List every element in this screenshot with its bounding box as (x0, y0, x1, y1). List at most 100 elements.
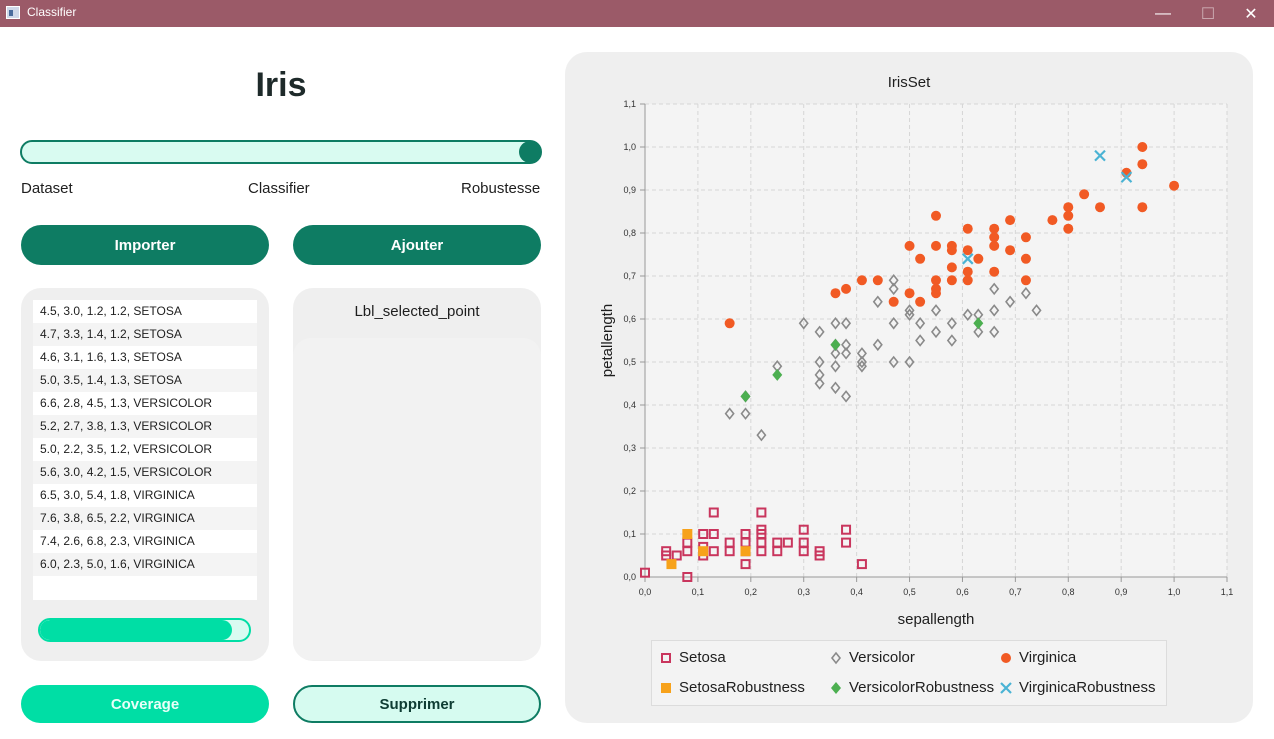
point-virginica[interactable] (841, 283, 852, 294)
list-item[interactable]: 4.6, 3.1, 1.6, 1.3, SETOSA (40, 350, 182, 364)
point-versicolorrobustness[interactable] (740, 390, 751, 403)
point-versicolor[interactable] (830, 381, 841, 395)
point-virginica[interactable] (724, 318, 735, 329)
legend-item-virginica[interactable]: Virginica (999, 649, 1076, 666)
point-virginica[interactable] (1095, 202, 1106, 213)
list-item[interactable]: 6.6, 2.8, 4.5, 1.3, VERSICOLOR (40, 396, 213, 410)
point-versicolor[interactable] (888, 355, 899, 369)
point-versicolor[interactable] (856, 347, 867, 360)
point-virginica[interactable] (1020, 275, 1031, 286)
add-button[interactable]: Ajouter (293, 225, 541, 265)
point-virginica[interactable] (989, 266, 1000, 277)
point-virginica[interactable] (946, 262, 957, 273)
import-button[interactable]: Importer (21, 225, 269, 265)
point-virginica[interactable] (1020, 253, 1031, 264)
point-virginica[interactable] (915, 296, 926, 307)
close-icon[interactable]: ✕ (1244, 5, 1258, 23)
point-virginica[interactable] (1005, 215, 1016, 226)
legend-marker[interactable] (1001, 652, 1011, 663)
point-versicolor[interactable] (946, 317, 957, 330)
point-virginica[interactable] (904, 240, 915, 251)
list-item[interactable]: 5.2, 2.7, 3.8, 1.3, VERSICOLOR (33, 415, 257, 438)
legend-item-versicolor[interactable]: Versicolor (829, 649, 915, 666)
legend-item-virginicarobustness[interactable]: VirginicaRobustness (999, 679, 1155, 696)
point-setosa[interactable] (772, 546, 783, 557)
point-versicolor[interactable] (841, 347, 852, 360)
point-setosa[interactable] (756, 546, 767, 557)
point-virginica[interactable] (1047, 215, 1058, 226)
point-versicolor[interactable] (915, 334, 926, 347)
point-versicolor[interactable] (989, 304, 1000, 317)
scatter-chart[interactable]: 0,0 0,1 0,2 0,3 0,4 0,5 0,6 0,7 0,8 0,9 1,0 1,1 0,0 0… (565, 52, 1253, 642)
point-versicolor[interactable] (989, 325, 1000, 339)
list-item[interactable]: 5.0, 3.5, 1.4, 1.3, SETOSA (33, 369, 257, 392)
point-versicolor[interactable] (930, 304, 942, 317)
delete-button[interactable]: Supprimer (293, 685, 541, 723)
legend-item-setosa[interactable]: Setosa (659, 649, 726, 666)
point-virginica[interactable] (1063, 210, 1074, 221)
point-virginica[interactable] (1079, 189, 1090, 200)
point-setosa[interactable] (724, 546, 735, 557)
point-versicolor[interactable] (888, 282, 899, 296)
coverage-button[interactable]: Coverage (21, 685, 269, 723)
point-setosa[interactable] (708, 529, 719, 539)
point-versicolor[interactable] (888, 274, 899, 287)
data-list[interactable]: 4.5, 3.0, 1.2, 1.2, SETOSA 4.7, 3.3, 1.4,… (33, 300, 257, 600)
legend-marker[interactable] (831, 681, 841, 694)
point-setosa[interactable] (756, 507, 767, 518)
point-setosa[interactable] (708, 546, 719, 557)
point-versicolor[interactable] (756, 428, 767, 442)
point-setosa[interactable] (841, 524, 852, 535)
list-item[interactable]: 7.4, 2.6, 6.8, 2.3, VIRGINICA (40, 534, 195, 548)
point-setosa[interactable] (661, 550, 672, 561)
point-virginica[interactable] (1137, 202, 1148, 213)
point-virginica[interactable] (962, 266, 973, 277)
point-setosa[interactable] (682, 572, 693, 582)
point-setosa[interactable] (798, 546, 809, 557)
point-versicolor[interactable] (740, 407, 751, 420)
point-versicolor[interactable] (841, 317, 852, 330)
point-versicolor[interactable] (1005, 295, 1016, 309)
point-virginica[interactable] (1063, 202, 1074, 213)
legend-marker[interactable] (661, 682, 671, 693)
point-virginica[interactable] (1020, 232, 1031, 243)
point-versicolor[interactable] (962, 308, 973, 321)
point-virginica[interactable] (946, 245, 957, 256)
list-item[interactable]: 5.0, 2.2, 3.5, 1.2, VERSICOLOR (40, 442, 213, 456)
list-item[interactable]: 6.5, 3.0, 5.4, 1.8, VIRGINICA (40, 488, 195, 502)
legend-marker[interactable] (1000, 681, 1012, 694)
point-virginicarobustness[interactable] (1094, 149, 1106, 162)
point-versicolor[interactable] (904, 304, 915, 317)
point-versicolor[interactable] (904, 355, 915, 369)
point-versicolor[interactable] (856, 355, 867, 369)
point-setosa[interactable] (740, 559, 751, 570)
list-item[interactable]: 5.6, 3.0, 4.2, 1.5, VERSICOLOR (33, 461, 257, 484)
list-item[interactable]: 4.7, 3.3, 1.4, 1.2, SETOSA (33, 323, 257, 346)
point-virginica[interactable] (962, 275, 973, 286)
legend-marker[interactable] (830, 651, 842, 664)
point-virginica[interactable] (931, 240, 941, 251)
mode-slider[interactable] (20, 140, 542, 164)
point-versicolor[interactable] (830, 347, 841, 360)
point-virginica[interactable] (962, 223, 973, 234)
point-virginica[interactable] (1169, 180, 1180, 191)
point-versicolor[interactable] (814, 368, 825, 382)
list-item[interactable]: 7.6, 3.8, 6.5, 2.2, VIRGINICA (33, 507, 257, 530)
point-setosa[interactable] (640, 567, 650, 578)
point-virginicarobustness[interactable] (1120, 171, 1133, 183)
point-setosa[interactable] (698, 529, 709, 539)
point-virginica[interactable] (931, 288, 941, 299)
point-setosarobustness[interactable] (698, 546, 709, 557)
point-versicolorrobustness[interactable] (973, 317, 984, 330)
point-virginica[interactable] (1137, 142, 1148, 152)
point-virginica[interactable] (904, 288, 915, 299)
point-setosa[interactable] (682, 546, 693, 557)
point-virginica[interactable] (1063, 223, 1074, 234)
point-virginica[interactable] (830, 288, 841, 299)
point-virginica[interactable] (989, 232, 1000, 243)
point-virginica[interactable] (989, 223, 1000, 234)
legend-marker[interactable] (661, 652, 671, 663)
list-item[interactable]: 4.5, 3.0, 1.2, 1.2, SETOSA (40, 304, 182, 318)
point-virginica[interactable] (931, 210, 941, 221)
point-setosa[interactable] (814, 550, 825, 561)
